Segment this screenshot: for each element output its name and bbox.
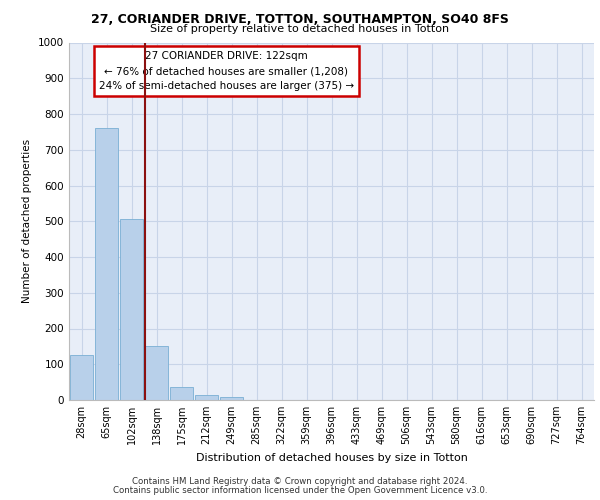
- Text: Contains HM Land Registry data © Crown copyright and database right 2024.: Contains HM Land Registry data © Crown c…: [132, 477, 468, 486]
- Text: 27, CORIANDER DRIVE, TOTTON, SOUTHAMPTON, SO40 8FS: 27, CORIANDER DRIVE, TOTTON, SOUTHAMPTON…: [91, 13, 509, 26]
- Bar: [95, 128, 118, 400]
- Text: 27 CORIANDER DRIVE: 122sqm
← 76% of detached houses are smaller (1,208)
24% of s: 27 CORIANDER DRIVE: 122sqm ← 76% of deta…: [99, 52, 354, 91]
- Text: Size of property relative to detached houses in Totton: Size of property relative to detached ho…: [151, 24, 449, 34]
- Bar: [70, 354, 93, 400]
- X-axis label: Distribution of detached houses by size in Totton: Distribution of detached houses by size …: [196, 452, 467, 462]
- Text: Contains public sector information licensed under the Open Government Licence v3: Contains public sector information licen…: [113, 486, 487, 495]
- Bar: [220, 397, 243, 400]
- Bar: [170, 387, 193, 400]
- Bar: [120, 220, 143, 400]
- Bar: [145, 346, 168, 400]
- Bar: [195, 394, 218, 400]
- Y-axis label: Number of detached properties: Number of detached properties: [22, 139, 32, 304]
